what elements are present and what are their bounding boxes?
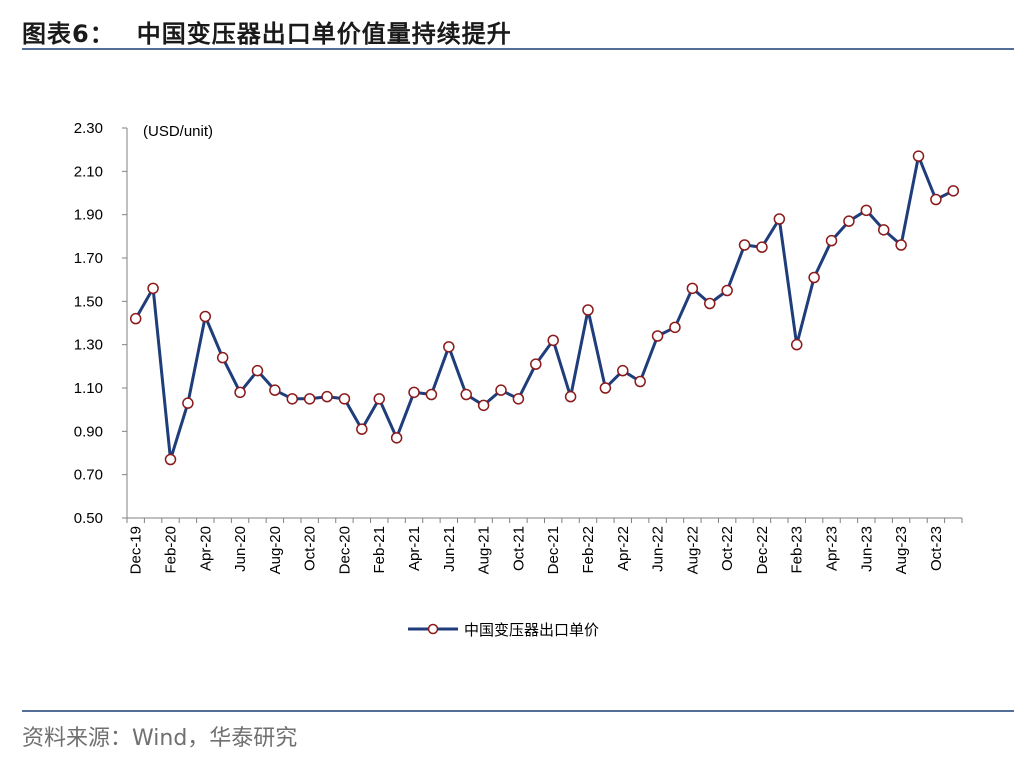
title-rule <box>22 48 1014 50</box>
x-axis-ticks: Dec-19 Feb-20 Apr-20 Jun-20 Aug-20 Oct-20 Dec-… <box>126 518 963 574</box>
data-point <box>373 393 385 405</box>
y-tick-label: 0.70 <box>74 467 103 484</box>
data-point <box>286 393 299 405</box>
data-point <box>321 390 333 403</box>
data-point <box>477 399 490 412</box>
x-tick-label: Dec-21 <box>545 526 562 574</box>
series-line <box>134 154 954 461</box>
data-point <box>895 239 907 251</box>
data-point <box>129 312 142 325</box>
y-tick-label: 1.30 <box>74 337 103 354</box>
series-markers <box>129 150 960 466</box>
figure-label: 图表6： <box>22 20 115 48</box>
x-tick-label: Feb-22 <box>580 526 597 574</box>
data-point <box>443 341 455 353</box>
y-tick-label: 1.70 <box>74 250 103 267</box>
data-point <box>495 384 507 396</box>
x-tick-label: Apr-21 <box>406 526 423 571</box>
data-point <box>721 284 733 297</box>
data-point <box>356 423 368 435</box>
chart-axes <box>126 128 962 519</box>
y-tick-label: 1.90 <box>74 207 103 224</box>
data-point <box>947 185 960 197</box>
y-tick-label: 0.50 <box>74 510 103 527</box>
data-point <box>408 386 420 399</box>
x-tick-label: Apr-23 <box>824 526 841 571</box>
data-point <box>773 213 786 225</box>
x-tick-label: Jun-23 <box>858 526 875 572</box>
data-point <box>686 282 699 295</box>
legend-label: 中国变压器出口单价 <box>464 620 600 639</box>
x-tick-label: Jun-20 <box>232 526 249 572</box>
data-point <box>599 382 612 394</box>
x-tick-label: Dec-20 <box>336 526 353 574</box>
x-tick-label: Feb-21 <box>371 526 388 574</box>
data-point <box>912 150 925 162</box>
y-tick-label: 1.50 <box>74 293 103 310</box>
x-tick-label: Oct-21 <box>510 526 527 571</box>
x-tick-label: Aug-20 <box>267 526 284 574</box>
x-tick-label: Aug-23 <box>893 526 910 574</box>
line-chart: 2.30 2.10 1.90 1.70 1.50 1.30 1.10 0.90 0.70 0.50… <box>74 120 963 574</box>
x-tick-label: Jun-21 <box>441 526 458 572</box>
x-tick-label: Oct-20 <box>302 526 319 571</box>
x-tick-label: Feb-23 <box>789 526 806 574</box>
x-tick-label: Aug-22 <box>684 526 701 574</box>
data-point <box>756 241 768 253</box>
data-point <box>269 384 281 396</box>
data-point <box>234 386 246 399</box>
data-point <box>704 297 716 310</box>
data-point <box>860 204 873 217</box>
data-point <box>651 330 664 342</box>
x-tick-label: Aug-21 <box>476 526 493 574</box>
x-tick-label: Feb-20 <box>162 526 179 574</box>
data-point <box>738 239 751 251</box>
data-point <box>564 390 577 403</box>
x-tick-label: Jun-22 <box>650 526 667 572</box>
data-point <box>790 338 803 351</box>
figure-title: 图表6： 中国变压器出口单价值量持续提升 <box>22 14 512 49</box>
x-tick-label: Dec-22 <box>754 526 771 574</box>
data-point <box>303 393 316 405</box>
data-point <box>617 364 629 377</box>
data-point <box>512 393 525 405</box>
y-tick-label: 2.10 <box>74 163 103 180</box>
data-point <box>338 393 351 405</box>
x-tick-label: Apr-20 <box>197 526 214 571</box>
source-note: 资料来源：Wind，华泰研究 <box>22 726 298 751</box>
figure-title-text: 中国变压器出口单价值量持续提升 <box>136 20 512 48</box>
data-point <box>460 388 472 401</box>
y-tick-label: 1.10 <box>74 380 103 397</box>
legend-marker-icon <box>408 623 458 635</box>
x-tick-label: Oct-23 <box>928 526 945 571</box>
x-tick-label: Dec-19 <box>128 526 145 574</box>
data-point <box>877 224 890 236</box>
data-point <box>634 375 646 388</box>
data-point <box>199 310 212 323</box>
source-rule <box>22 710 1014 712</box>
data-point <box>825 234 838 247</box>
y-tick-label: 0.90 <box>74 423 103 440</box>
chart-legend: 中国变压器出口单价 <box>408 615 599 643</box>
data-point <box>930 193 942 206</box>
data-point <box>251 364 264 377</box>
y-axis-ticks: 2.30 2.10 1.90 1.70 1.50 1.30 1.10 0.90 0.70 0.50 <box>74 120 127 527</box>
data-point <box>582 304 594 316</box>
data-point <box>390 432 403 444</box>
data-point <box>547 334 559 347</box>
data-point <box>530 358 542 370</box>
y-tick-label: 2.30 <box>74 120 103 137</box>
data-point <box>425 388 438 401</box>
data-point <box>843 215 855 227</box>
x-tick-label: Apr-22 <box>615 526 632 571</box>
x-tick-label: Oct-22 <box>719 526 736 571</box>
series-line-path <box>134 154 954 461</box>
data-point <box>216 351 229 364</box>
data-point <box>147 282 159 295</box>
data-point <box>164 453 177 466</box>
data-point <box>669 321 681 334</box>
data-point <box>808 271 820 284</box>
unit-label: (USD/unit) <box>143 123 213 140</box>
data-point <box>182 397 194 409</box>
